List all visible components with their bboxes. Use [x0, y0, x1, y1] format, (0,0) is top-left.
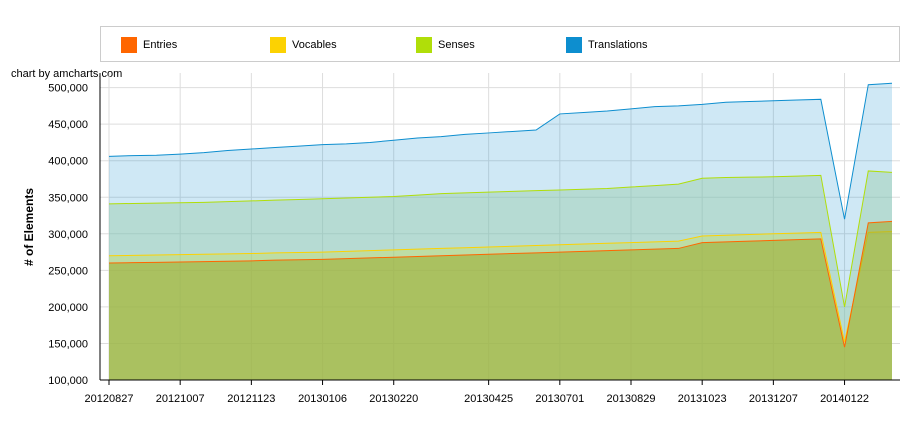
y-tick-label: 200,000 [48, 302, 88, 314]
chart-axes: 100,000 150,000 200,000 250,000 300,000 350,0… [48, 73, 900, 405]
legend-label-translations: Translations [588, 39, 648, 51]
series-line-senses [108, 170, 893, 307]
series-line-entries [108, 220, 893, 348]
legend-item-entries[interactable]: Entries [121, 37, 177, 53]
chart-credit-link[interactable]: chart by amcharts.com [11, 68, 123, 80]
y-tick-label: 100,000 [48, 375, 88, 387]
legend-swatch-senses [416, 37, 432, 53]
y-tick-label: 450,000 [48, 119, 88, 131]
y-tick-label: 250,000 [48, 265, 88, 277]
y-tick-label: 150,000 [48, 338, 88, 350]
y-tick-label: 300,000 [48, 229, 88, 241]
chart-legend: Entries Vocables Senses Translations [100, 26, 900, 62]
legend-label-vocables: Vocables [292, 39, 337, 51]
x-tick-label: 20130829 [607, 393, 656, 405]
series-line-vocables [108, 231, 893, 343]
series-line-translations [108, 82, 893, 220]
y-tick-label: 400,000 [48, 156, 88, 168]
legend-swatch-entries [121, 37, 137, 53]
legend-label-senses: Senses [438, 39, 475, 51]
x-tick-label: 20131207 [749, 393, 798, 405]
x-tick-label: 20120827 [85, 393, 134, 405]
y-axis-label: # of Elements [22, 188, 36, 266]
x-tick-label: 20140122 [820, 393, 869, 405]
chart-areas [108, 82, 893, 380]
x-tick-label: 20121123 [227, 393, 275, 405]
legend-label-entries: Entries [143, 39, 178, 51]
y-tick-label: 350,000 [48, 192, 88, 204]
x-tick-label: 20130106 [298, 393, 347, 405]
legend-item-senses[interactable]: Senses [416, 37, 475, 53]
legend-swatch-vocables [270, 37, 286, 53]
x-tick-label: 20130220 [369, 393, 418, 405]
x-tick-label: 20130701 [535, 393, 584, 405]
x-tick-label: 20121007 [156, 393, 205, 405]
legend-swatch-translations [566, 37, 582, 53]
y-tick-label: 500,000 [48, 83, 88, 95]
x-tick-label: 20130425 [464, 393, 513, 405]
x-tick-label: 20131023 [678, 393, 727, 405]
legend-item-vocables[interactable]: Vocables [270, 37, 337, 53]
area-fill-entries [109, 221, 892, 380]
legend-item-translations[interactable]: Translations [566, 37, 648, 53]
